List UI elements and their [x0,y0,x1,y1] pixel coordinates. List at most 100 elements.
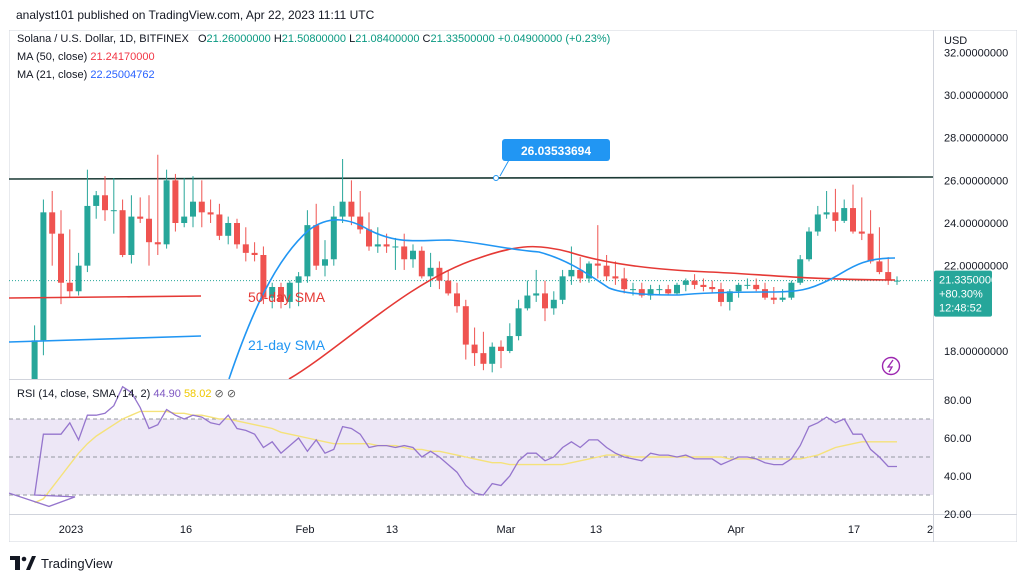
candle-body [638,289,645,296]
candle-body [374,244,381,247]
candle-body [31,340,38,379]
candle-body [814,214,821,232]
candle-body [524,295,531,309]
candle-body [656,289,663,291]
current-price-change: +80.30% [939,289,983,301]
legend-ohlc: Solana / U.S. Dollar, 1D, BITFINEX O21.2… [17,33,610,45]
time-tick-label: 13 [590,524,602,536]
candle-body [850,208,856,232]
candle-body [788,282,795,298]
legend-rsi-label: RSI (14, close, SMA, 14, 2) [17,388,151,400]
legend-ma50-value: 21.24170000 [90,51,155,63]
candle-body [709,287,716,290]
resistance-callout: 26.03533694 [493,139,610,181]
legend-rsi-value: 44.90 [153,388,181,400]
candle-body [647,289,654,296]
candle-body [418,250,425,277]
chart-canvas[interactable]: 26.03533694 50-day SMA 21-day SMA USD32.000… [9,30,1017,542]
resistance-label: 26.03533694 [521,144,591,158]
candle-body [260,255,267,298]
candle-body [542,293,548,309]
candle-body [181,216,188,223]
price-axis-currency: USD [944,35,967,47]
candle-body [93,195,100,206]
candle-body [480,353,487,364]
legend-symbol: Solana / U.S. Dollar, 1D, BITFINEX [17,33,189,45]
time-tick-label: Apr [727,524,744,536]
candle-body [110,210,117,212]
time-tick-label: 16 [180,524,192,536]
footer-brand[interactable]: TradingView [10,552,113,574]
publish-text: analyst101 published on TradingView.com,… [16,8,375,22]
legend-ma21-label: MA (21, close) [17,69,88,81]
rsi-tick-label: 80.00 [944,395,972,407]
ma50-early-segment [9,295,202,299]
candle-body [225,223,232,236]
price-pane: 26.03533694 50-day SMA 21-day SMA [9,139,933,379]
legend-ma21-value: 22.25004762 [90,69,155,81]
candle-body [559,276,566,300]
candle-body [603,265,610,277]
candle-body [339,201,346,217]
candle-body [49,212,56,234]
candle-body [779,297,786,300]
legend-change: +0.04900000 (+0.23%) [497,33,611,45]
legend-close-label: C [422,33,431,45]
legend-rsi-sma-value: 58.02 [183,388,212,400]
sma50-annotation: 50-day SMA [248,289,326,305]
resistance-anchor-dot [493,175,499,181]
legend-close: 21.33500000 [430,33,495,45]
candle-body [753,284,760,290]
time-tick-label: 13 [386,524,398,536]
price-tick-label: 32.00000000 [944,47,1008,59]
price-tick-label: 30.00000000 [944,90,1008,102]
candle-body [682,280,689,285]
legend-rsi-visibility-icon-2[interactable]: ⊘ [226,388,237,400]
candle-body [410,250,416,260]
candle-body [330,216,337,260]
candle-body [806,231,812,260]
legend-ma21: MA (21, close) 22.25004762 [17,69,155,81]
candle-body [146,218,152,243]
candle-body [128,216,135,255]
rsi-line [9,385,897,508]
sma21-annotation: 21-day SMA [248,337,326,353]
candle-body [234,223,240,245]
candle-body [207,212,214,215]
candle-body [498,346,504,351]
candle-body [348,201,355,217]
candle-body [577,269,584,279]
candle-body [471,344,478,354]
resistance-line [9,176,933,180]
legend-rsi: RSI (14, close, SMA, 14, 2) 44.90 58.02 … [17,387,236,400]
current-price-countdown: 12:48:52 [939,303,982,315]
candle-body [568,269,575,277]
candle-body [691,280,698,285]
candle-body [251,252,258,255]
candle-body [506,336,513,351]
legend-low: 21.08400000 [355,33,420,45]
candle-body [454,293,460,307]
legend-low-label: L [349,33,356,45]
candle-body [867,233,874,262]
candle-body [515,308,522,337]
legend-rsi-visibility-icon[interactable]: ⊘ [214,388,224,400]
candle-body [269,287,276,298]
candle-body [58,233,64,283]
rsi-tick-label: 40.00 [944,471,972,483]
candle-body [550,299,557,309]
current-price-value: 21.33500000 [939,275,1003,287]
candle-body [242,244,249,253]
candle-body [621,278,628,290]
candle-body [533,293,540,296]
candle-body [313,225,320,266]
time-tick-label: 2023 [59,524,83,536]
candle-body [612,276,619,279]
ma50-line [288,245,896,379]
candle-body [119,210,126,255]
price-tick-label: 28.00000000 [944,133,1008,145]
legend-ma50-label: MA (50, close) [17,51,88,63]
rsi-tick-label: 20.00 [944,509,972,521]
candle-body [366,229,372,247]
candle-body [832,212,839,221]
